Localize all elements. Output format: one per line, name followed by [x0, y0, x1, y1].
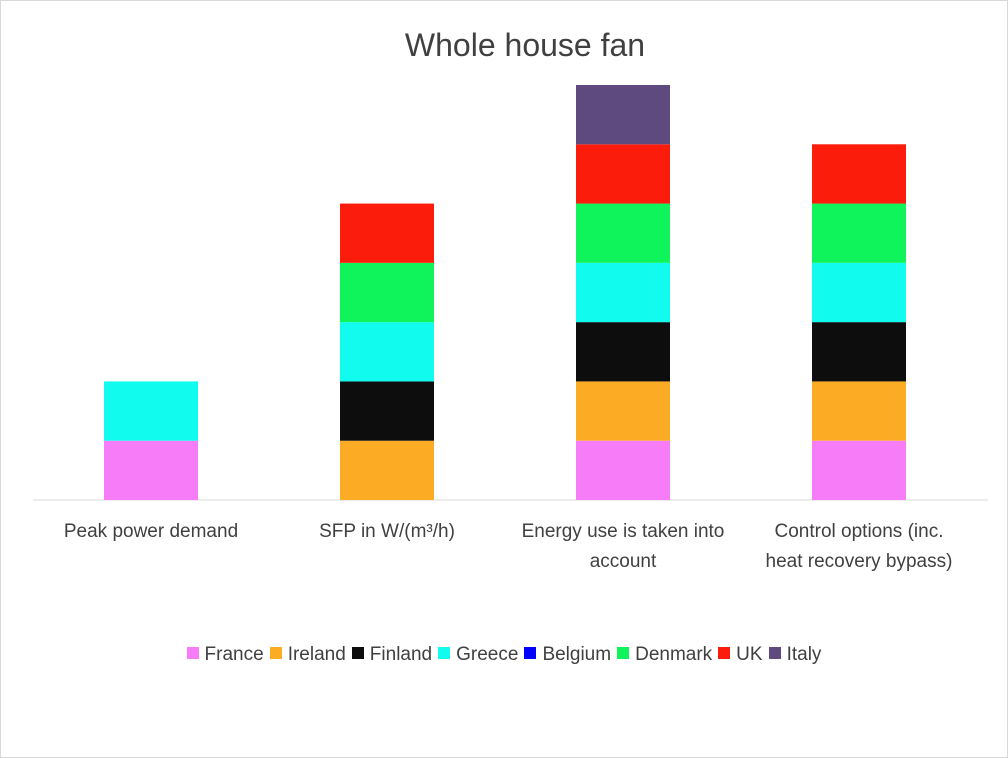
legend-item-greece: Greece: [438, 644, 518, 666]
bar-segment-greece-0: [104, 381, 198, 441]
bar-segment-denmark-3: [812, 203, 906, 263]
legend-label-ireland: Ireland: [287, 644, 346, 665]
legend-label-uk: UK: [736, 644, 763, 665]
legend-item-finland: Finland: [351, 644, 433, 666]
bar-segment-france-2: [576, 440, 670, 500]
legend-swatch-finland: [351, 647, 364, 659]
legend-swatch-uk: [718, 647, 731, 659]
legend-swatch-france: [186, 647, 199, 659]
legend-label-belgium: Belgium: [542, 644, 612, 665]
bar-segment-france-3: [812, 440, 906, 500]
legend-item-italy: Italy: [768, 644, 822, 666]
category-label-0-line-0: Peak power demand: [64, 521, 238, 542]
legend-label-france: France: [204, 644, 264, 665]
bars-group: [104, 85, 906, 500]
bar-segment-finland-1: [340, 381, 434, 441]
bar-segment-denmark-1: [340, 262, 434, 323]
legend-swatch-ireland: [269, 647, 282, 659]
legend-swatch-belgium: [524, 647, 537, 659]
bar-segment-ireland-1: [340, 440, 434, 500]
legend-item-ireland: Ireland: [269, 644, 346, 666]
chart-title: Whole house fan: [405, 27, 645, 63]
bar-segment-uk-3: [812, 144, 906, 204]
category-label-2-line-1: account: [590, 551, 657, 572]
bar-segment-ireland-2: [576, 381, 670, 441]
bar-segment-ireland-3: [812, 381, 906, 441]
legend-item-belgium: Belgium: [524, 644, 611, 666]
bar-segment-greece-1: [340, 322, 434, 382]
legend-label-italy: Italy: [786, 644, 822, 665]
category-labels: Peak power demand SFP in W/(m³/h) Energy u…: [64, 521, 953, 572]
bar-segment-greece-3: [812, 262, 906, 323]
bar-segment-finland-2: [576, 322, 670, 382]
legend: France Ireland Finland Greece Belgium Denmark…: [0, 644, 1008, 666]
category-label-3-line-1: heat recovery bypass): [766, 551, 953, 572]
bar-segment-greece-2: [576, 262, 670, 323]
legend-item-denmark: Denmark: [617, 644, 712, 666]
legend-item-uk: UK: [718, 644, 763, 666]
legend-label-finland: Finland: [369, 644, 433, 665]
legend-swatch-denmark: [617, 647, 630, 659]
bar-segment-uk-1: [340, 203, 434, 263]
legend-label-greece: Greece: [456, 644, 519, 665]
legend-swatch-italy: [768, 647, 781, 659]
category-label-3-line-0: Control options (inc.: [775, 521, 944, 542]
bar-segment-france-0: [104, 440, 198, 500]
bar-segment-finland-3: [812, 322, 906, 382]
legend-swatch-greece: [438, 647, 451, 659]
bar-segment-uk-2: [576, 144, 670, 204]
category-label-1-line-0: SFP in W/(m³/h): [319, 521, 455, 542]
legend-label-denmark: Denmark: [635, 644, 713, 665]
bar-segment-denmark-2: [576, 203, 670, 263]
category-label-2-line-0: Energy use is taken into: [522, 521, 725, 542]
legend-item-france: France: [186, 644, 264, 666]
bar-segment-italy-2: [576, 85, 670, 145]
